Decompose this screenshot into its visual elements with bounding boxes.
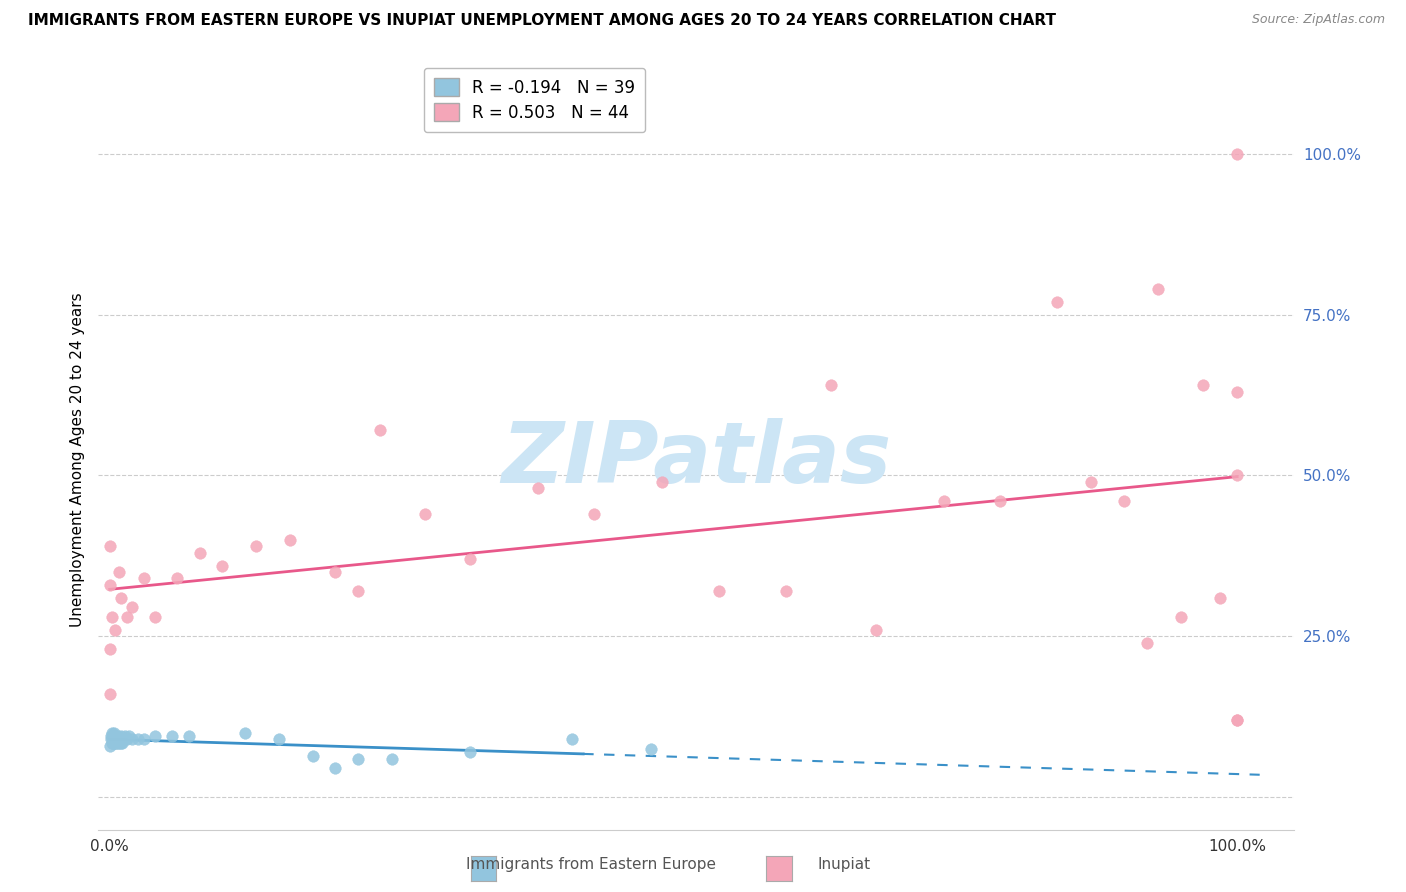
Point [107, 736, 129, 750]
Point [1209, 591, 1232, 605]
Point [245, 539, 267, 553]
Point [111, 736, 134, 750]
Point [278, 533, 301, 547]
Point [100, 729, 122, 743]
Y-axis label: Unemployment Among Ages 20 to 24 years: Unemployment Among Ages 20 to 24 years [69, 292, 84, 627]
Point [1226, 468, 1249, 483]
Point [323, 565, 346, 579]
Point [865, 623, 887, 637]
Point [1226, 146, 1249, 161]
Point [104, 623, 127, 637]
Point [1170, 610, 1192, 624]
Point [1114, 494, 1136, 508]
Point [460, 745, 482, 759]
Text: Inupiat: Inupiat [817, 857, 870, 872]
Point [101, 729, 124, 743]
Point [166, 572, 188, 586]
Point [104, 736, 127, 750]
Point [110, 736, 132, 750]
Point [127, 732, 149, 747]
Text: Source: ZipAtlas.com: Source: ZipAtlas.com [1251, 13, 1385, 27]
Point [1226, 713, 1249, 727]
Text: IMMIGRANTS FROM EASTERN EUROPE VS INUPIAT UNEMPLOYMENT AMONG AGES 20 TO 24 YEARS: IMMIGRANTS FROM EASTERN EUROPE VS INUPIA… [28, 13, 1056, 29]
Point [188, 546, 211, 560]
Point [110, 729, 132, 743]
Point [121, 600, 143, 615]
Point [114, 729, 136, 743]
Point [105, 736, 128, 750]
Point [267, 732, 290, 747]
Point [121, 732, 143, 747]
Point [101, 610, 124, 624]
Point [177, 729, 200, 743]
Point [143, 729, 166, 743]
Point [990, 494, 1012, 508]
Point [1136, 636, 1159, 650]
Point [1147, 282, 1170, 296]
Point [820, 378, 842, 392]
Point [101, 726, 124, 740]
Point [105, 732, 128, 747]
Point [640, 742, 662, 756]
Point [775, 584, 797, 599]
Point [380, 752, 402, 766]
Point [561, 732, 583, 747]
Point [100, 732, 122, 747]
Point [98, 578, 121, 592]
Point [107, 565, 129, 579]
Point [1226, 713, 1249, 727]
Point [583, 507, 606, 521]
Point [460, 552, 482, 566]
Point [932, 494, 955, 508]
Point [1226, 384, 1249, 399]
Point [103, 736, 125, 750]
Point [1192, 378, 1215, 392]
Point [346, 752, 368, 766]
Point [108, 732, 131, 747]
Point [104, 729, 127, 743]
Point [132, 572, 155, 586]
Point [101, 736, 124, 750]
Point [301, 748, 323, 763]
Point [233, 726, 256, 740]
Point [98, 687, 121, 701]
Point [103, 726, 125, 740]
Point [1080, 475, 1102, 489]
Point [98, 642, 121, 657]
Point [368, 424, 391, 438]
Point [527, 481, 550, 495]
Point [107, 729, 129, 743]
Point [115, 610, 138, 624]
Point [323, 761, 346, 775]
Text: ZIPatlas: ZIPatlas [501, 417, 891, 501]
Point [415, 507, 437, 521]
Point [211, 558, 233, 573]
Point [98, 539, 121, 553]
Point [118, 729, 141, 743]
Point [115, 732, 138, 747]
Point [132, 732, 155, 747]
Point [110, 591, 132, 605]
Point [160, 729, 183, 743]
Point [346, 584, 368, 599]
Point [107, 736, 129, 750]
Point [143, 610, 166, 624]
Point [101, 736, 124, 750]
Point [651, 475, 673, 489]
Point [98, 739, 121, 753]
Point [1046, 294, 1069, 309]
Text: Immigrants from Eastern Europe: Immigrants from Eastern Europe [465, 857, 716, 872]
Point [112, 732, 135, 747]
Point [707, 584, 730, 599]
Legend: R = -0.194   N = 39, R = 0.503   N = 44: R = -0.194 N = 39, R = 0.503 N = 44 [425, 68, 645, 132]
